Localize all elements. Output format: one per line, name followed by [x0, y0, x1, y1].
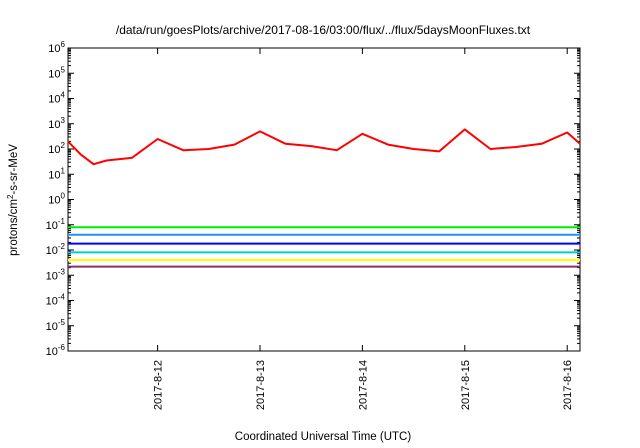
x-tick-label: 2017-8-13 [255, 360, 267, 410]
plot-frame [67, 47, 581, 352]
x-tick-label: 2017-8-15 [460, 360, 472, 410]
y-axis-ticks: 10-6 10-5 10-4 10-3 10-2 10-1 100 101 102 103 104 1… [46, 40, 580, 358]
y-tick-label: 106 [48, 40, 65, 55]
x-tick-label: 2017-8-14 [357, 360, 369, 410]
y-tick-label: 105 [48, 65, 65, 80]
y-tick-label: 101 [48, 166, 65, 181]
x-tick-label: 2017-8-16 [562, 360, 574, 410]
series-line-1 [67, 128, 581, 166]
chart-title: /data/run/goesPlots/archive/2017-08-16/0… [116, 23, 531, 37]
y-tick-label: 10-4 [46, 293, 66, 308]
y-tick-label: 10-1 [46, 217, 66, 232]
y-tick-label: 103 [48, 116, 65, 131]
y-axis-label: protons/cm2-s-sr-MeV [6, 144, 20, 256]
x-axis-label: Coordinated Universal Time (UTC) [235, 431, 412, 443]
y-tick-label: 102 [48, 141, 65, 156]
y-tick-label: 104 [48, 91, 65, 106]
y-tick-label: 100 [48, 192, 65, 207]
y-tick-label: 10-5 [46, 318, 66, 333]
x-tick-label: 2017-8-12 [153, 360, 165, 410]
series-lines [67, 128, 581, 268]
y-tick-label: 10-2 [46, 242, 66, 257]
y-tick-label: 10-6 [46, 343, 66, 358]
y-tick-label: 10-3 [46, 267, 66, 282]
x-axis-ticks: 2017-8-12 2017-8-13 2017-8-14 2017-8-15 2017… [153, 48, 574, 410]
